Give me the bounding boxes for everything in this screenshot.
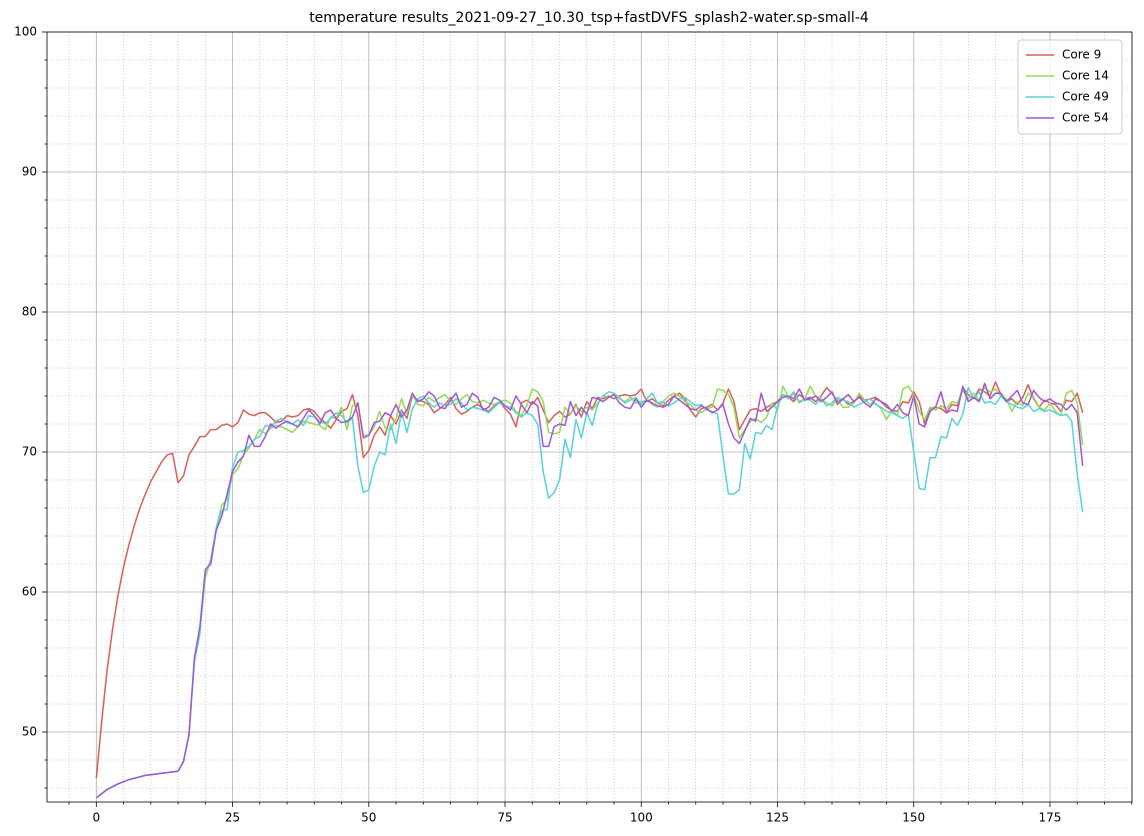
legend-label: Core 9 <box>1062 48 1101 62</box>
y-tick-label: 60 <box>22 585 37 599</box>
y-tick-label: 90 <box>22 165 37 179</box>
legend-label: Core 49 <box>1062 90 1109 104</box>
chart-title: temperature results_2021-09-27_10.30_tsp… <box>309 10 869 26</box>
x-tick-label: 175 <box>1039 811 1062 825</box>
x-tick-label: 25 <box>225 811 240 825</box>
x-tick-label: 0 <box>92 811 100 825</box>
legend-label: Core 54 <box>1062 111 1109 125</box>
x-tick-label: 125 <box>766 811 789 825</box>
x-tick-label: 75 <box>497 811 512 825</box>
plot-frame <box>46 31 1133 803</box>
y-tick-label: 70 <box>22 445 37 459</box>
series-line <box>95 386 1084 799</box>
x-tick-label: 100 <box>630 811 653 825</box>
series-line <box>95 381 1084 779</box>
y-tick-label: 80 <box>22 305 37 319</box>
legend: Core 9 Core 14 Core 49 Core 54 <box>1017 39 1123 135</box>
y-tick-label: 100 <box>14 25 37 39</box>
series-line <box>95 385 1084 799</box>
x-tick-label: 50 <box>361 811 376 825</box>
legend-box <box>1017 39 1123 135</box>
legend-label: Core 14 <box>1062 69 1109 83</box>
series-line <box>95 382 1084 799</box>
y-tick-label: 50 <box>22 725 37 739</box>
x-tick-label: 150 <box>902 811 925 825</box>
